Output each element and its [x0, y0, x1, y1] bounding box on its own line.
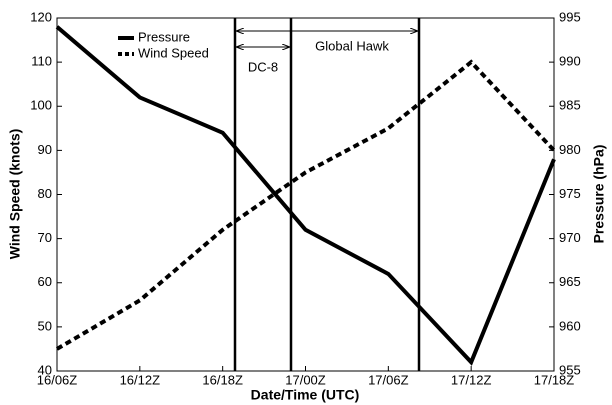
y2-tick-label: 995	[559, 9, 581, 24]
x-tick-label: 17/12Z	[451, 372, 492, 387]
series-line	[55, 25, 556, 366]
y2-tick-label: 970	[559, 230, 581, 245]
y-tick-label: 120	[30, 9, 52, 24]
y-tick-label: 50	[38, 318, 52, 333]
x-tick-label: 17/00Z	[285, 372, 326, 387]
plot-frame	[56, 17, 555, 372]
y-tick-label: 70	[38, 230, 52, 245]
y2-tick-label: 975	[559, 186, 581, 201]
legend-label: Pressure	[138, 29, 190, 44]
y2-tick-label: 965	[559, 274, 581, 289]
y2-axis-label: Pressure (hPa)	[591, 145, 607, 244]
y-tick-label: 90	[38, 142, 52, 157]
y2-tick-label: 960	[559, 318, 581, 333]
x-tick-label: 16/18Z	[202, 372, 243, 387]
x-tick-label: 17/06Z	[368, 372, 409, 387]
annotation: DC-8	[248, 59, 278, 74]
y-tick-label: 110	[31, 54, 52, 69]
window-lines	[233, 18, 421, 371]
y2-tick-label: 990	[559, 54, 581, 69]
y2-tick-label: 980	[559, 142, 581, 157]
x-tick-label: 16/12Z	[120, 372, 161, 387]
legend-label: Wind Speed	[138, 45, 209, 60]
y-tick-label: 80	[38, 186, 52, 201]
y-axis-label: Wind Speed (knots)	[7, 129, 23, 260]
y-tick-label: 40	[38, 362, 52, 377]
series-line	[55, 59, 556, 351]
annotation: Global Hawk	[315, 38, 389, 53]
y2-tick-label: 985	[559, 98, 581, 113]
x-tick-label: 17/18Z	[534, 372, 575, 387]
y-tick-label: 100	[30, 98, 52, 113]
y2-tick-label: 955	[559, 362, 581, 377]
y-tick-label: 60	[38, 274, 52, 289]
x-axis-label: Date/Time (UTC)	[251, 387, 360, 403]
x-tick-label: 16/06Z	[37, 372, 78, 387]
